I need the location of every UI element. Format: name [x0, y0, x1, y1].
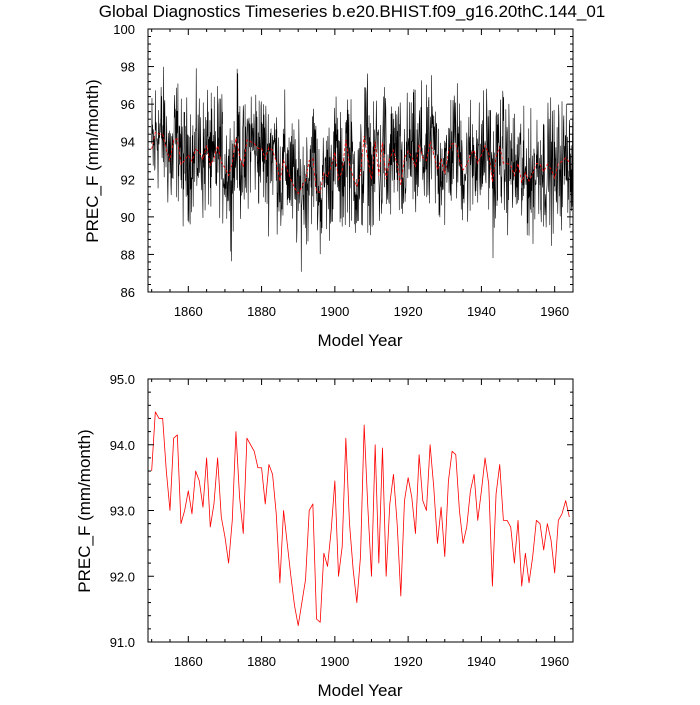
- monthly-x-tick-labels: 1860 1880 1900 1920 1940 1960: [174, 304, 569, 319]
- monthly-series-line: [151, 66, 573, 272]
- annual-y-tick-label: 95.0: [110, 372, 135, 387]
- monthly-y-tick-labels: 86 88 90 92 94 96 98 100: [113, 22, 135, 300]
- annual-y-tick-label: 91.0: [110, 635, 135, 650]
- annual-y-axis-title: PREC_F (mm/month): [75, 429, 94, 592]
- annual-series-line: [151, 411, 570, 626]
- annual-y-tick-labels: 91.0 92.0 93.0 94.0 95.0: [110, 372, 135, 650]
- chart-monthly: 1860 1880 1900 1920 1940 1960 86 88 90 92 94 96 98 1…: [83, 22, 574, 350]
- monthly-x-tick-label: 1940: [467, 304, 496, 319]
- annual-x-tick-label: 1880: [247, 654, 276, 669]
- monthly-x-axis-title: Model Year: [317, 331, 402, 350]
- annual-x-tick-labels: 1860 1880 1900 1920 1940 1960: [174, 654, 569, 669]
- annual-y-tick-label: 94.0: [110, 438, 135, 453]
- monthly-x-tick-label: 1900: [320, 304, 349, 319]
- annual-y-tick-label: 93.0: [110, 504, 135, 519]
- monthly-y-tick-label: 98: [121, 60, 135, 75]
- annual-x-tick-label: 1900: [320, 654, 349, 669]
- figure-title: Global Diagnostics Timeseries b.e20.BHIS…: [99, 2, 606, 21]
- monthly-x-tick-label: 1920: [394, 304, 423, 319]
- monthly-y-tick-label: 96: [121, 97, 135, 112]
- chart-annual: 1860 1880 1900 1920 1940 1960 91.0 92.0 93.0 94.…: [75, 372, 574, 700]
- monthly-x-tick-label: 1860: [174, 304, 203, 319]
- annual-x-tick-label: 1940: [467, 654, 496, 669]
- monthly-y-tick-label: 90: [121, 210, 135, 225]
- monthly-y-tick-label: 100: [113, 22, 135, 37]
- monthly-x-tick-label: 1880: [247, 304, 276, 319]
- annual-ticks: [148, 378, 574, 643]
- annual-x-tick-label: 1960: [540, 654, 569, 669]
- monthly-y-tick-label: 94: [121, 135, 135, 150]
- annual-y-tick-label: 92.0: [110, 569, 135, 584]
- annual-x-tick-label: 1860: [174, 654, 203, 669]
- monthly-ticks: [148, 28, 574, 293]
- monthly-y-tick-label: 86: [121, 285, 135, 300]
- monthly-y-tick-label: 88: [121, 247, 135, 262]
- monthly-y-tick-label: 92: [121, 172, 135, 187]
- annual-x-axis-title: Model Year: [317, 681, 402, 700]
- annual-x-tick-label: 1920: [394, 654, 423, 669]
- monthly-y-axis-title: PREC_F (mm/month): [83, 79, 102, 242]
- annual-plot-frame: [147, 378, 574, 643]
- monthly-plot-frame: [147, 28, 574, 293]
- monthly-x-tick-label: 1960: [540, 304, 569, 319]
- monthly-annual-mean-line: [151, 131, 570, 195]
